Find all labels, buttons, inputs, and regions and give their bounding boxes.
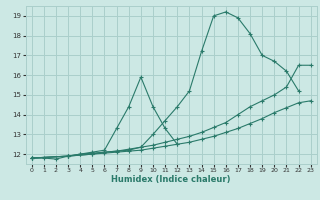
X-axis label: Humidex (Indice chaleur): Humidex (Indice chaleur) (111, 175, 231, 184)
